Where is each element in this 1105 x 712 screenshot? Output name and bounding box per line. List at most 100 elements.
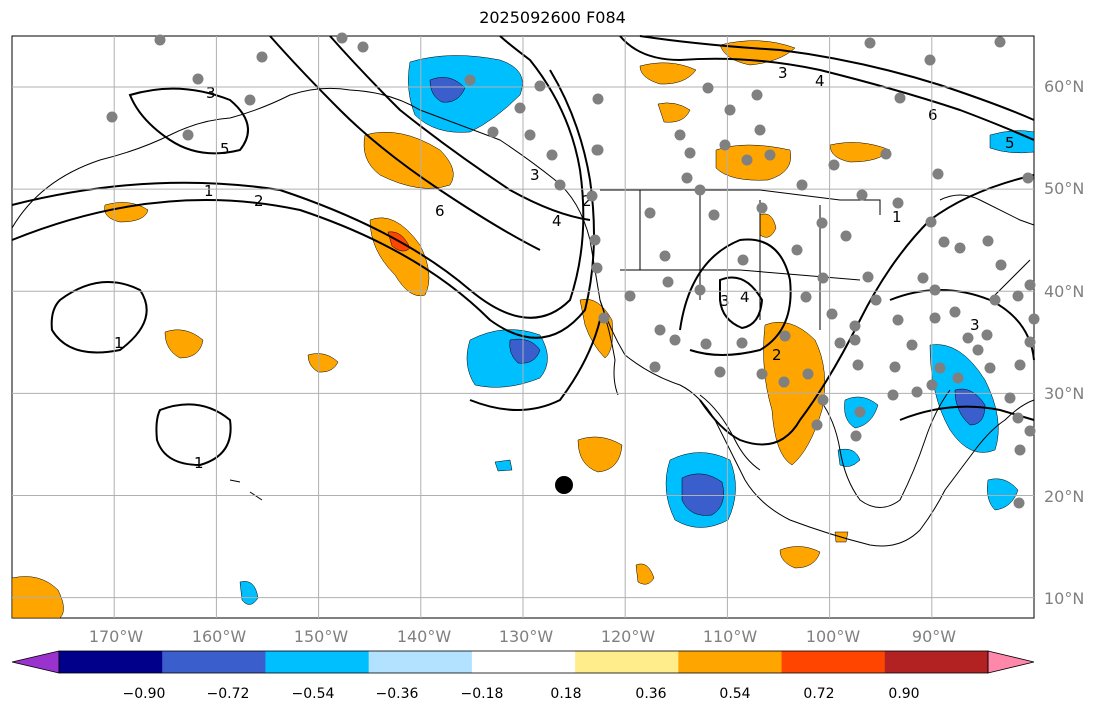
station-dot [917, 272, 929, 284]
station-dot [624, 290, 636, 302]
station-dot [694, 284, 706, 296]
station-dot [644, 207, 656, 219]
station-dot [681, 172, 693, 184]
station-dot [850, 430, 862, 442]
station-dot [592, 93, 604, 105]
lat-label: 50°N [1044, 179, 1084, 198]
station-dot [938, 236, 950, 248]
lat-label: 60°N [1044, 77, 1084, 96]
station-dot [791, 244, 803, 256]
contour-label: 3 [720, 292, 730, 310]
station-dot [892, 314, 904, 326]
colorbar-tick: 0.36 [635, 686, 666, 702]
station-dot [962, 332, 974, 344]
contour-label: 4 [740, 288, 750, 306]
station-dot [714, 366, 726, 378]
station-dot [598, 312, 610, 324]
station-dot [659, 250, 671, 262]
station-dot [182, 129, 194, 141]
station-dot [256, 51, 268, 63]
latitude-labels: 10°N 20°N 30°N 40°N 50°N 60°N [1044, 77, 1084, 608]
lon-label: 120°W [601, 627, 656, 646]
station-dot [887, 389, 899, 401]
colorbar-segment [575, 651, 679, 673]
station-dot [932, 168, 944, 180]
contour-label: 4 [815, 72, 825, 90]
station-dot [756, 368, 768, 380]
station-dot [778, 376, 790, 388]
map-title: 2025092600 F084 [479, 8, 626, 27]
station-dot [708, 209, 720, 221]
station-dot [751, 89, 763, 101]
station-dot [854, 406, 866, 418]
station-dot [816, 217, 828, 229]
station-dot [464, 74, 476, 86]
station-dot [817, 394, 829, 406]
colorbar-segment [884, 651, 989, 673]
station-dot [889, 361, 901, 373]
station-dot [741, 154, 753, 166]
station-dot [669, 334, 681, 346]
station-dot [817, 272, 829, 284]
station-dot [800, 291, 812, 303]
station-dot [954, 242, 966, 254]
station-dot [546, 149, 558, 161]
station-dot [840, 230, 852, 242]
contour-label: 6 [435, 202, 445, 220]
colorbar-tick: −0.90 [123, 686, 166, 702]
station-dot [1024, 425, 1036, 437]
lon-label: 140°W [397, 627, 452, 646]
station-dot [994, 36, 1006, 48]
gridlines [12, 36, 1034, 618]
colorbar-segment [471, 651, 576, 673]
station-dot [244, 94, 256, 106]
colorbar-extend-high [987, 650, 1035, 674]
station-dot [924, 54, 936, 66]
contour-label: 3 [206, 84, 216, 102]
station-dots [106, 32, 1040, 509]
colorbar-segment [162, 651, 266, 673]
station-dot [1012, 290, 1024, 302]
station-dot [894, 92, 906, 104]
colorbar-segment [678, 651, 783, 673]
station-dot [684, 147, 696, 159]
station-dot [880, 148, 892, 160]
contour-label: 2 [772, 346, 782, 364]
station-dot [1028, 313, 1040, 325]
station-dot [981, 329, 993, 341]
station-dot [592, 144, 604, 156]
contour-label: 5 [220, 140, 230, 158]
station-dot [796, 179, 808, 191]
lon-label: 90°W [912, 627, 956, 646]
contour-label: 6 [928, 106, 938, 124]
station-dot [1022, 172, 1034, 184]
colorbar-tick-labels: −0.90 −0.72 −0.54 −0.36 −0.18 0.18 0.36 … [123, 686, 920, 702]
station-dot [514, 102, 526, 114]
colorbar-tick: 0.18 [550, 686, 581, 702]
station-dot [106, 111, 118, 123]
station-dot [649, 361, 661, 373]
colorbar [11, 650, 1035, 674]
contour-label: 5 [1005, 134, 1015, 152]
station-dot [849, 334, 861, 346]
station-dot [756, 202, 768, 214]
colorbar-segment [781, 651, 886, 673]
contour-label-group: 1 2 3 5 6 4 3 1 1 1 2 3 4 2 3 6 5 4 3 [114, 64, 1015, 472]
station-dot [892, 197, 904, 209]
colorbar-tick: 0.54 [719, 686, 750, 702]
station-dot [1024, 279, 1036, 291]
station-dot [702, 82, 714, 94]
contour-label: 3 [530, 166, 540, 184]
station-dot [524, 129, 536, 141]
station-dot [995, 259, 1007, 271]
station-dot [870, 294, 882, 306]
colorbar-extend-low [11, 650, 60, 674]
station-dot [1014, 359, 1026, 371]
lon-label: 170°W [89, 627, 144, 646]
lat-label: 20°N [1044, 487, 1084, 506]
station-dot [662, 276, 674, 288]
station-dot [534, 80, 546, 92]
station-dot [779, 330, 791, 342]
station-dot [591, 262, 603, 274]
